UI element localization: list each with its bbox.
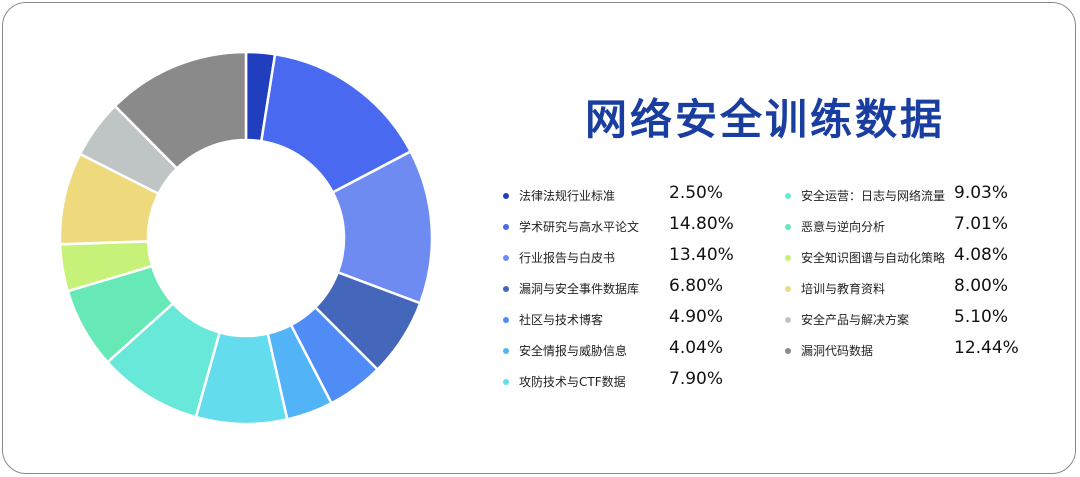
legend-dot-icon: [503, 286, 509, 292]
legend-label: 漏洞与安全事件数据库: [519, 282, 640, 296]
legend-label: 培训与教育资料: [801, 282, 886, 296]
legend-dot-icon: [503, 317, 509, 323]
legend-item: 安全运营：日志与网络流量 9.03%: [785, 183, 1080, 208]
legend-label: 安全知识图谱与自动化策略: [801, 251, 946, 265]
legend-dot-icon: [503, 255, 509, 261]
legend-item: 法律法规行业标准 2.50%: [503, 183, 903, 208]
legend-value: 4.04%: [669, 338, 724, 358]
legend-value: 2.50%: [669, 183, 724, 203]
legend-dot-icon: [503, 193, 509, 199]
legend-value: 4.08%: [954, 245, 1009, 265]
legend-dot-icon: [785, 224, 791, 230]
legend-label: 行业报告与白皮书: [519, 251, 616, 265]
legend-item: 社区与技术博客 4.90%: [503, 307, 903, 332]
legend-label: 漏洞代码数据: [801, 344, 874, 358]
legend-label: 安全运营：日志与网络流量: [801, 189, 946, 203]
legend-dot-icon: [785, 193, 791, 199]
legend-value: 5.10%: [954, 307, 1009, 327]
legend-item: 攻防技术与CTF数据 7.90%: [503, 369, 903, 394]
legend-dot-icon: [785, 348, 791, 354]
legend-label: 学术研究与高水平论文: [519, 220, 640, 234]
legend-item: 学术研究与高水平论文 14.80%: [503, 214, 903, 239]
donut-slice: [113, 50, 248, 171]
chart-title: 网络安全训练数据: [585, 95, 946, 144]
legend-value: 8.00%: [954, 276, 1009, 296]
legend-dot-icon: [785, 255, 791, 261]
legend-item: 行业报告与白皮书 13.40%: [503, 245, 903, 270]
legend-dot-icon: [503, 224, 509, 230]
legend-value: 14.80%: [669, 214, 734, 234]
legend-label: 安全情报与威胁信息: [519, 344, 628, 358]
legend-item: 恶意与逆向分析 7.01%: [785, 214, 1080, 239]
legend-value: 7.90%: [669, 369, 724, 389]
legend-dot-icon: [503, 379, 509, 385]
legend-label: 社区与技术博客: [519, 313, 604, 327]
legend-value: 9.03%: [954, 183, 1009, 203]
legend-value: 12.44%: [954, 338, 1019, 358]
legend-value: 4.90%: [669, 307, 724, 327]
legend-item: 培训与教育资料 8.00%: [785, 276, 1080, 301]
legend-dot-icon: [503, 348, 509, 354]
legend-label: 法律法规行业标准: [519, 189, 616, 203]
legend-value: 6.80%: [669, 276, 724, 296]
legend-label: 恶意与逆向分析: [801, 220, 886, 234]
legend-item: 漏洞代码数据 12.44%: [785, 338, 1080, 363]
legend-item: 安全知识图谱与自动化策略 4.08%: [785, 245, 1080, 270]
legend-dot-icon: [785, 286, 791, 292]
legend-item: 漏洞与安全事件数据库 6.80%: [503, 276, 903, 301]
legend-value: 13.40%: [669, 245, 734, 265]
legend-label: 安全产品与解决方案: [801, 313, 910, 327]
legend-label: 攻防技术与CTF数据: [519, 375, 626, 389]
legend-value: 7.01%: [954, 214, 1009, 234]
legend-dot-icon: [785, 317, 791, 323]
legend-item: 安全产品与解决方案 5.10%: [785, 307, 1080, 332]
legend-item: 安全情报与威胁信息 4.04%: [503, 338, 903, 363]
